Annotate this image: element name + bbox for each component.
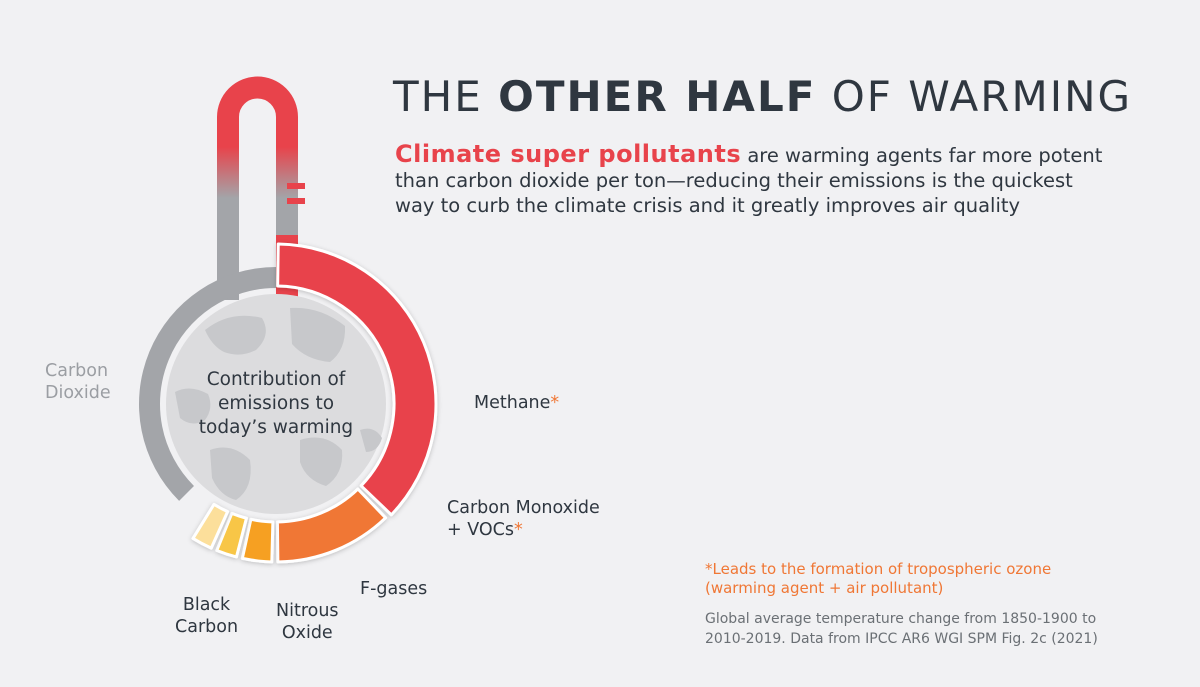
globe-icon bbox=[166, 294, 386, 514]
ring-segment-f-gases bbox=[240, 517, 275, 564]
page-title: THE OTHER HALF OF WARMING bbox=[393, 72, 1133, 121]
intro-paragraph: Climate super pollutants are warming age… bbox=[395, 140, 1103, 218]
label-black-carbon: Black Carbon bbox=[175, 595, 239, 637]
ring-center-label: Contribution of emissions to today’s warmi… bbox=[198, 369, 354, 438]
ring-segment-carbon-monoxide-vocs bbox=[275, 487, 388, 564]
label-f-gases: F-gases bbox=[360, 579, 428, 599]
label-carbon-monoxide: Carbon Monoxide + VOCs* bbox=[447, 498, 600, 540]
label-carbon-dioxide: Carbon Dioxide bbox=[45, 361, 111, 403]
ozone-footnote: *Leads to the formation of tropospheric … bbox=[705, 560, 1052, 597]
intro-lead: Climate super pollutants bbox=[395, 140, 742, 168]
data-source-note: Global average temperature change from 1… bbox=[705, 611, 1098, 647]
ring-segment-black-carbon bbox=[191, 502, 230, 550]
label-methane: Methane* bbox=[474, 393, 560, 413]
ring-segment-carbon-dioxide bbox=[139, 267, 276, 501]
ring-segments bbox=[139, 242, 438, 564]
ring-segment-nitrous-oxide bbox=[215, 511, 248, 559]
label-nitrous-oxide: Nitrous Oxide bbox=[276, 601, 339, 643]
ring-segment-methane bbox=[276, 242, 438, 517]
